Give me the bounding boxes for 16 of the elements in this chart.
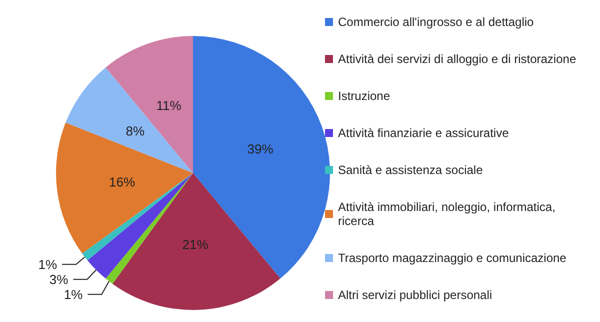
data-label: 21%	[182, 236, 209, 252]
legend-label: Attività dei servizi di alloggio e di ristorazione	[338, 52, 576, 66]
legend-label: Attività finanziarie e assicurative	[338, 126, 510, 140]
data-label: 11%	[156, 98, 182, 114]
data-label: 39%	[247, 141, 274, 156]
data-label: 1%	[38, 256, 58, 272]
data-label: 16%	[109, 174, 136, 190]
legend-label: Altri servizi pubblici personali	[338, 288, 492, 302]
legend-label: Trasporto magazzinaggio e comunicazione	[338, 251, 567, 265]
data-label: 1%	[64, 286, 84, 302]
data-label: 8%	[126, 123, 145, 138]
legend-label: Sanità e assistenza sociale	[338, 163, 484, 177]
data-label: 3%	[49, 272, 69, 287]
legend-label: Istruzione	[338, 89, 390, 103]
legend-label: Commercio all'ingrosso e al dettaglio	[338, 15, 534, 29]
legend-label: Attività immobiliari, noleggio, informatica, ricerca	[338, 200, 559, 228]
